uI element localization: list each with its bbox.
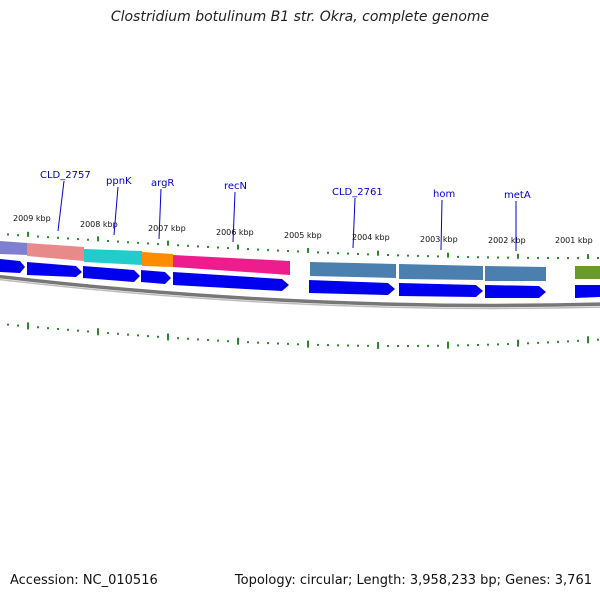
cds-arrow-CLD_2757[interactable] — [27, 262, 82, 277]
genome-backbone-shadow — [0, 278, 600, 310]
feature-argR[interactable] — [142, 252, 173, 267]
feature-bars — [0, 241, 600, 281]
cds-arrows — [0, 259, 600, 298]
tick-label-2001: 2001 kbp — [555, 236, 593, 245]
cds-arrow-argR[interactable] — [141, 270, 171, 284]
gene-label-hom[interactable]: hom — [433, 189, 455, 200]
feature-ppnK[interactable] — [84, 249, 142, 265]
tick-labels: 2009 kbp 2008 kbp 2007 kbp 2006 kbp 2005… — [13, 214, 593, 245]
tick-label-2004: 2004 kbp — [352, 233, 390, 242]
cds-arrow-right-partial[interactable] — [575, 285, 600, 298]
tick-label-2006: 2006 kbp — [216, 228, 254, 237]
gene-label-argR[interactable]: argR — [151, 178, 174, 189]
tick-label-2009: 2009 kbp — [13, 214, 51, 223]
gene-label-recN[interactable]: recN — [224, 181, 247, 192]
map-title: Clostridium botulinum B1 str. Okra, comp… — [110, 9, 490, 25]
leader-CLD_2757 — [57, 180, 65, 232]
genome-summary-text: Topology: circular; Length: 3,958,233 bp… — [234, 573, 592, 588]
leader-recN — [232, 191, 236, 243]
feature-left-partial[interactable] — [0, 241, 27, 255]
leader-argR — [158, 188, 162, 240]
accession-text: Accession: NC_010516 — [10, 573, 158, 588]
feature-metA[interactable] — [485, 266, 546, 281]
gene-label-CLD_2757[interactable]: CLD_2757 — [40, 170, 91, 181]
feature-recN[interactable] — [173, 255, 290, 275]
gene-label-metA[interactable]: metA — [504, 190, 531, 201]
cds-arrow-left-partial[interactable] — [0, 259, 25, 273]
tick-label-2007: 2007 kbp — [148, 224, 186, 233]
cds-arrow-hom[interactable] — [399, 283, 483, 297]
tick-label-2005: 2005 kbp — [284, 231, 322, 240]
tick-label-2003: 2003 kbp — [420, 235, 458, 244]
leader-CLD_2761 — [352, 197, 356, 249]
cds-arrow-recN[interactable] — [173, 272, 289, 291]
gene-label-CLD_2761[interactable]: CLD_2761 — [332, 187, 383, 198]
cds-arrow-metA[interactable] — [485, 285, 546, 298]
feature-hom[interactable] — [399, 264, 483, 280]
leader-hom — [440, 199, 443, 251]
tick-label-2008: 2008 kbp — [80, 220, 118, 229]
genome-backbone — [0, 274, 600, 308]
tick-label-2002: 2002 kbp — [488, 236, 526, 245]
gene-label-ppnK[interactable]: ppnK — [106, 176, 132, 187]
feature-CLD_2761[interactable] — [310, 262, 396, 278]
feature-right-partial[interactable] — [575, 266, 600, 279]
feature-CLD_2757[interactable] — [27, 243, 84, 261]
gene-labels: CLD_2757 ppnK argR recN CLD_2761 hom met… — [40, 170, 531, 201]
cds-arrow-CLD_2761[interactable] — [309, 280, 395, 295]
lower-ticks — [7, 322, 599, 349]
leader-ppnK — [113, 186, 119, 236]
upper-ticks — [7, 231, 599, 260]
cds-arrow-ppnK[interactable] — [83, 266, 140, 282]
gene-leaders — [57, 180, 517, 251]
